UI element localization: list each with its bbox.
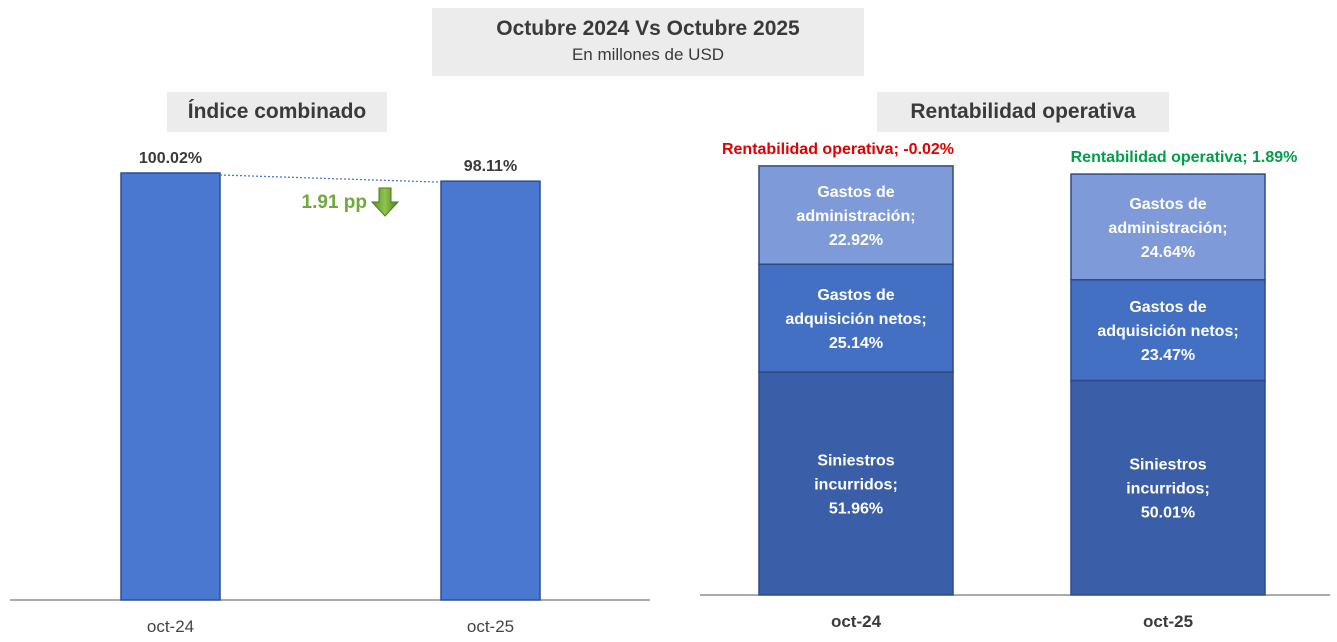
data-label-oct-25: 98.11% [464,158,517,175]
segment-label-name: administración; [796,208,915,225]
trend-line [219,174,442,183]
segment-label-name: incurridos; [1126,481,1210,498]
segment-label-name: administración; [1108,220,1227,237]
main-title: Octubre 2024 Vs Octubre 2025 [496,17,800,40]
segment-label-name: Gastos de [817,287,894,304]
segment-label-value: 23.47% [1141,347,1195,364]
delta-annotation: 1.91 pp [302,192,367,213]
segment-label-name: Siniestros [817,453,894,470]
segment-label-value: 24.64% [1141,244,1195,261]
segment-label-value: 22.92% [829,232,883,249]
segment-label-name: Gastos de [817,184,894,201]
segment-label-name: adquisición netos; [785,311,926,328]
total-label-oct-25: Rentabilidad operativa; 1.89% [1071,149,1298,166]
bar-oct-25 [440,180,541,601]
segment-label-name: Gastos de [1129,299,1206,316]
claims-segment-oct-24 [758,371,954,596]
segment-label-value: 50.01% [1141,505,1195,522]
x-tick-label-oct-25: oct-25 [467,617,514,636]
segment-label-name: incurridos; [814,477,898,494]
bar-oct-24 [120,172,221,601]
administration-segment-oct-24 [758,165,954,265]
segment-label-name: Gastos de [1129,196,1206,213]
x-tick-label-oct-24: oct-24 [831,612,882,631]
acquisition-segment-oct-24 [758,263,954,373]
segment-label-name: adquisición netos; [1097,323,1238,340]
main-subtitle: En millones de USD [571,45,725,64]
x-tick-label-oct-24: oct-24 [147,617,194,636]
arrow-down-icon [370,187,400,217]
segment-label-value: 51.96% [829,501,883,518]
main-title-box: Octubre 2024 Vs Octubre 2025 En millones… [432,8,864,76]
left-chart-title: Índice combinado [167,92,387,132]
operating-profitability-chart: Siniestros incurridos; 51.96% Gastos de adqu… [700,141,1330,631]
combined-index-chart: 100.02% oct-24 98.11% oct-25 1.91 pp [10,150,650,636]
claims-segment-oct-25 [1070,379,1266,596]
segment-label-value: 25.14% [829,335,883,352]
data-label-oct-24: 100.02% [139,150,202,167]
administration-segment-oct-25 [1070,173,1266,281]
right-chart-title: Rentabilidad operativa [877,92,1169,132]
segment-label-name: Siniestros [1129,457,1206,474]
total-label-oct-24: Rentabilidad operativa; -0.02% [722,141,954,158]
x-tick-label-oct-25: oct-25 [1143,612,1193,631]
